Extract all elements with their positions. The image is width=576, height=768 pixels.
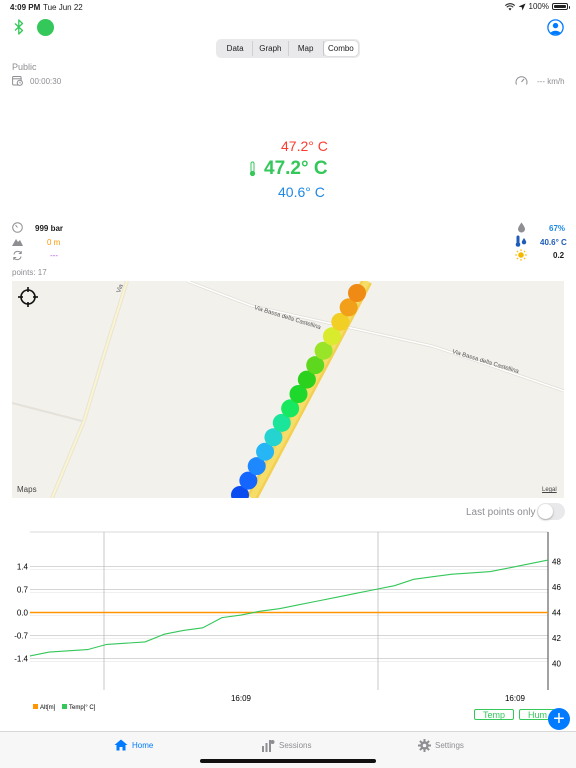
- maps-logo: Maps: [17, 485, 37, 494]
- track-point: [289, 385, 308, 403]
- left-tick-label: 1.4: [17, 563, 29, 572]
- bluetooth-icon[interactable]: [13, 19, 25, 35]
- track-points: [231, 284, 366, 498]
- road-label-2: Via Bassa della Castellina: [451, 349, 520, 375]
- tab-sessions-label: Sessions: [279, 741, 312, 750]
- gear-icon: [418, 739, 431, 752]
- connection-status-dot: [37, 19, 54, 36]
- max-temperature: 47.2° C: [281, 138, 328, 154]
- current-temperature: 47.2° C: [264, 158, 328, 179]
- left-tick-label: -0.7: [14, 632, 28, 641]
- track-point: [256, 442, 275, 461]
- last-points-toggle[interactable]: [537, 503, 565, 520]
- add-button[interactable]: +: [548, 708, 570, 730]
- segment-data[interactable]: Data: [218, 41, 254, 56]
- sensor-chart: 1.4 0.7 0.0 -0.7 -1.4 48 46 44 42 40 16:09 16:09…: [14, 531, 561, 711]
- map-canvas: Via Bassa della Castellina Via Bassa del…: [12, 281, 564, 498]
- legend-label-alt: Alt[m]: [40, 705, 56, 711]
- speedometer-icon: [515, 76, 528, 85]
- map-view[interactable]: Via Bassa della Castellina Via Bassa del…: [12, 281, 564, 498]
- status-indicators: 100%: [504, 2, 570, 11]
- legend-label-temp: Temp[° C]: [69, 705, 96, 711]
- wifi-icon: [504, 2, 515, 10]
- right-tick-label: 44: [552, 609, 561, 618]
- last-points-label: Last points only: [466, 507, 536, 518]
- track-point: [348, 284, 366, 302]
- profile-icon[interactable]: [547, 19, 564, 36]
- segment-map[interactable]: Map: [289, 41, 324, 56]
- legend-swatch-temp: [62, 704, 67, 709]
- segment-combo[interactable]: Combo: [323, 41, 358, 56]
- track-point: [247, 457, 266, 476]
- speed-value: --- km/h: [537, 77, 565, 86]
- uv-value: 0.2: [553, 251, 565, 260]
- segment-graph[interactable]: Graph: [253, 41, 289, 56]
- humidity-value: 67%: [549, 224, 566, 233]
- points-count: points: 17: [12, 268, 47, 277]
- session-timer: 00:00:30: [30, 77, 62, 86]
- calendar-clock-icon: [12, 76, 23, 86]
- tab-bar: Home Sessions Settings: [0, 731, 576, 768]
- road-bassa-castellina: [186, 281, 564, 393]
- track-point: [339, 298, 358, 317]
- track-point: [231, 486, 249, 498]
- right-tick-label: 46: [552, 583, 561, 592]
- temp-series-button[interactable]: Temp: [474, 709, 514, 720]
- tab-settings[interactable]: Settings: [418, 739, 464, 752]
- track-point: [272, 413, 291, 432]
- dew-temperature-value: 40.6° C: [540, 238, 567, 247]
- x-tick-1: 16:09: [231, 694, 252, 703]
- left-tick-label: 0.7: [17, 586, 29, 595]
- legend-swatch-alt: [33, 704, 38, 709]
- pressure-gauge-icon: [12, 222, 23, 233]
- tab-settings-label: Settings: [435, 741, 464, 750]
- track-point: [306, 356, 325, 375]
- track-point: [322, 327, 341, 346]
- sessions-chart-icon: [262, 740, 275, 752]
- tab-home-label: Home: [132, 740, 154, 750]
- house-icon: [114, 739, 128, 751]
- mountain-icon: [12, 239, 23, 246]
- sun-uv-icon: [515, 249, 527, 261]
- series-line-temp-c-: [29, 559, 549, 657]
- plus-icon: +: [553, 707, 565, 730]
- thermometer-icon: [249, 161, 256, 177]
- home-indicator: [200, 759, 376, 763]
- humidity-drop-icon: [518, 222, 525, 233]
- battery-percent: 100%: [528, 2, 549, 11]
- legal-link[interactable]: Legal: [542, 487, 557, 493]
- left-tick-label: -1.4: [14, 655, 28, 664]
- track-point: [281, 399, 300, 418]
- track-point: [239, 471, 258, 490]
- altitude-value: 0 m: [47, 238, 61, 247]
- cycle-value: ---: [50, 251, 58, 260]
- road-label-3: Via: [116, 283, 125, 294]
- status-bar: 4:09 PM Tue Jun 22 100%: [0, 0, 576, 14]
- status-time: 4:09 PM: [10, 3, 41, 12]
- right-tick-label: 40: [552, 660, 561, 669]
- recenter-crosshair-icon[interactable]: [17, 286, 39, 308]
- sync-cycle-icon: [13, 250, 22, 261]
- battery-icon: [552, 3, 570, 10]
- tab-sessions[interactable]: Sessions: [261, 739, 311, 752]
- pressure-value: 999 bar: [35, 224, 64, 233]
- x-tick-2: 16:09: [505, 694, 526, 703]
- min-temperature: 40.6° C: [278, 184, 325, 200]
- left-tick-label: 0.0: [17, 609, 29, 618]
- location-arrow-icon: [518, 3, 526, 10]
- right-tick-label: 42: [552, 634, 561, 643]
- session-visibility: Public: [12, 62, 37, 72]
- track-point: [314, 341, 333, 360]
- dew-point-icon: [515, 235, 527, 247]
- right-tick-label: 48: [552, 557, 561, 566]
- status-date: Tue Jun 22: [43, 3, 83, 12]
- track-point: [297, 370, 316, 389]
- track-point: [264, 428, 283, 447]
- track-point: [331, 312, 350, 331]
- view-mode-segmented-control: Data Graph Map Combo: [216, 39, 360, 58]
- tab-home[interactable]: Home: [114, 739, 153, 751]
- road-via: [50, 281, 129, 498]
